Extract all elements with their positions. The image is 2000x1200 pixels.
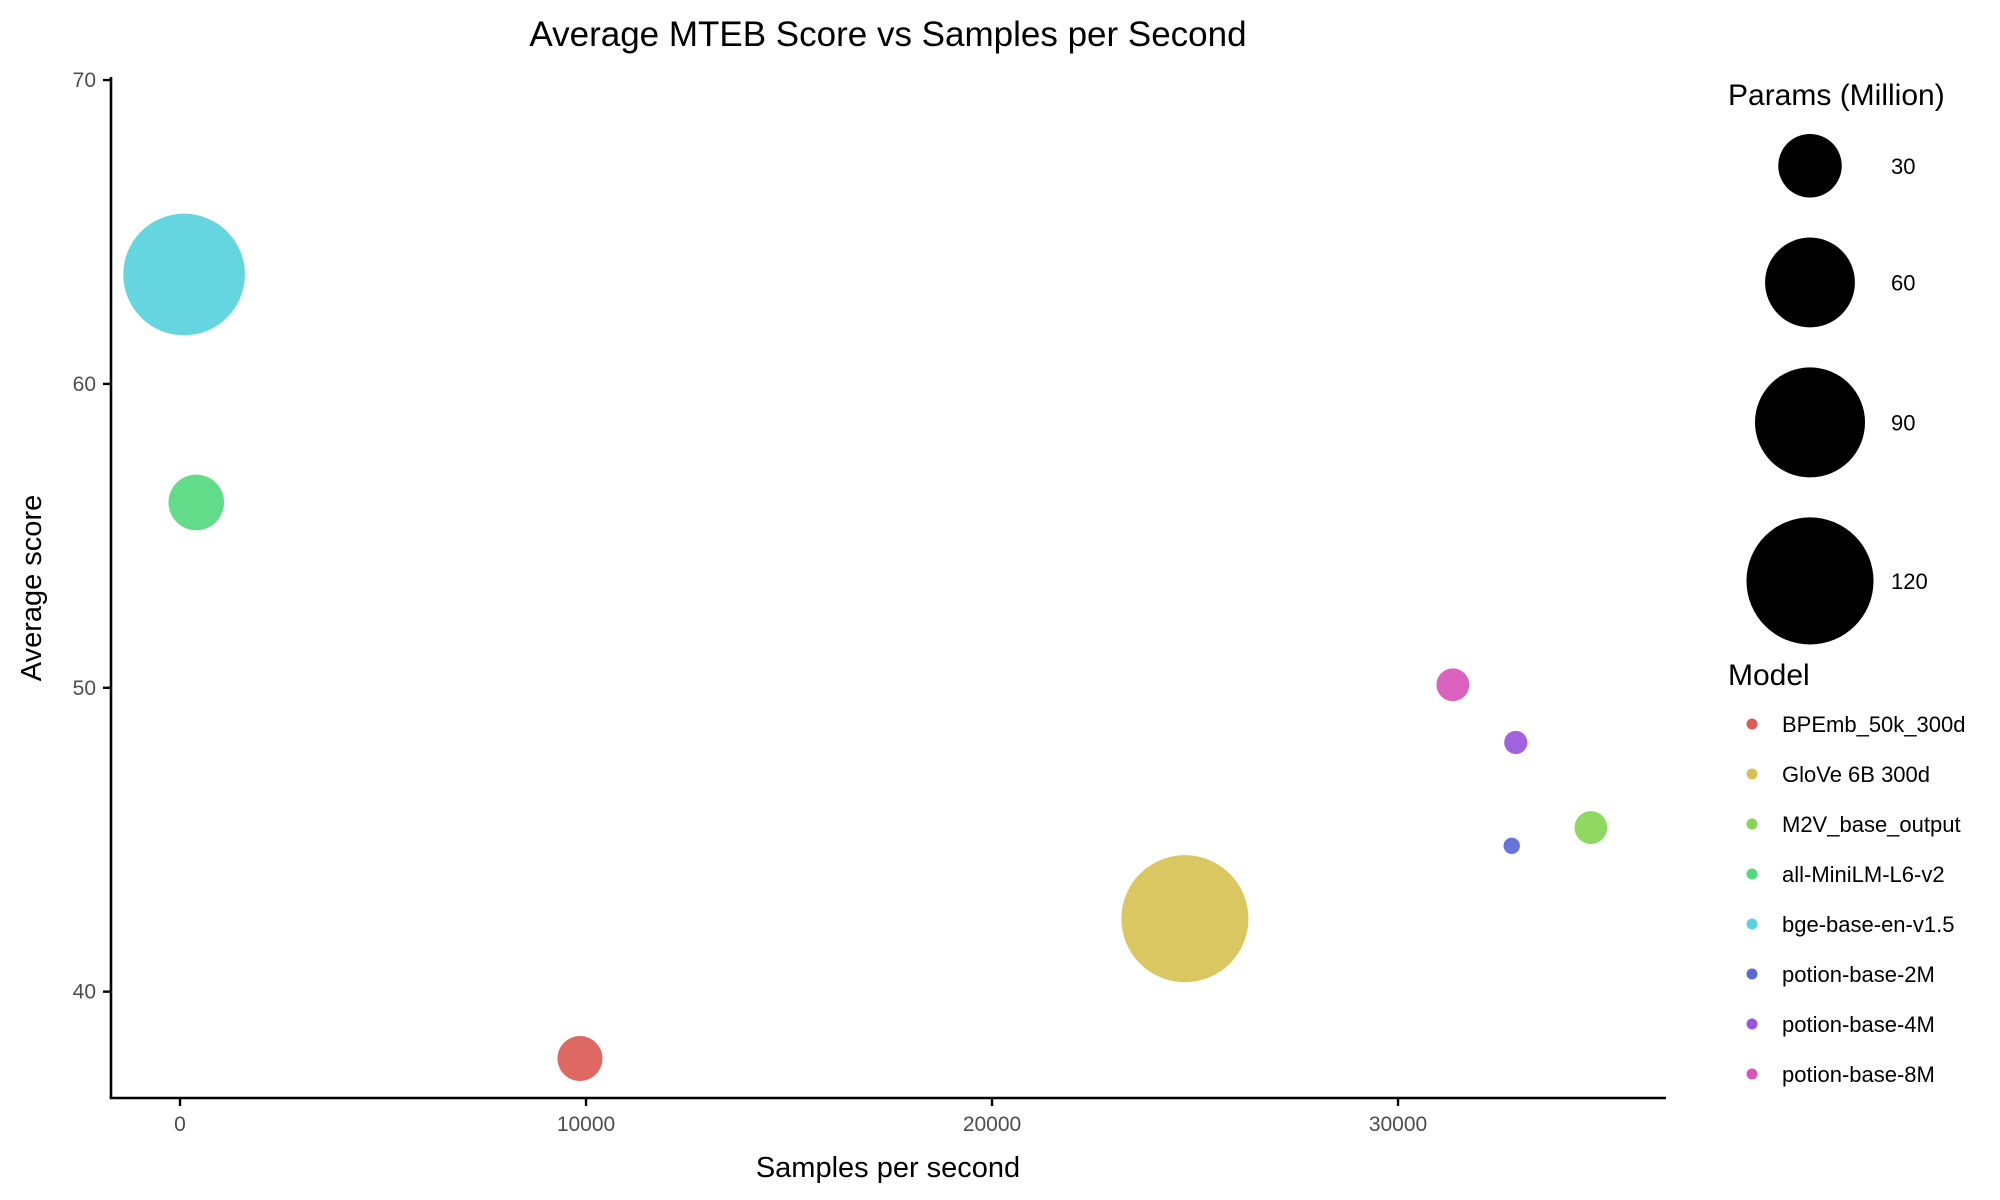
plot-area: 0 10000 20000 30000 40 50 60 70: [73, 69, 1666, 1136]
color-legend-label: BPEmb_50k_300d: [1782, 712, 1965, 737]
x-tick-label: 20000: [963, 1113, 1021, 1136]
y-tick-label: 60: [73, 373, 96, 396]
size-legend-label: 30: [1891, 154, 1915, 179]
y-axis-ticks: 40 50 60 70: [73, 69, 111, 1004]
color-legend-key: [1746, 1068, 1758, 1080]
x-tick-label: 10000: [557, 1113, 615, 1136]
x-axis-ticks: 0 10000 20000 30000: [174, 1098, 1427, 1136]
color-legend-label: all-MiniLM-L6-v2: [1782, 862, 1945, 887]
color-legend-key: [1746, 718, 1758, 730]
color-legend-key: [1746, 1018, 1758, 1030]
size-legend-label: 120: [1891, 569, 1928, 594]
size-legend-label: 90: [1891, 410, 1915, 435]
x-tick-label: 0: [174, 1113, 186, 1136]
size-legend-items: 30 60 90 120: [1746, 134, 1928, 645]
x-tick-label: 30000: [1369, 1113, 1427, 1136]
data-point-m2v-base-output[interactable]: [1574, 811, 1608, 844]
size-legend-key: [1754, 367, 1866, 478]
y-tick-label: 70: [73, 69, 96, 92]
size-legend-label: 60: [1891, 270, 1915, 295]
color-legend-label: bge-base-en-v1.5: [1782, 912, 1954, 937]
data-point-glove-6b-300d[interactable]: [1121, 855, 1249, 983]
data-point-bpemb-50k-300d[interactable]: [557, 1036, 603, 1081]
data-point-bge-base-en-v1-5[interactable]: [123, 213, 245, 336]
chart-title: Average MTEB Score vs Samples per Second: [529, 15, 1246, 54]
size-legend-key: [1765, 237, 1855, 328]
size-legend-title: Params (Million): [1728, 79, 1945, 112]
color-legend-items: BPEmb_50k_300d GloVe 6B 300d M2V_base_outp…: [1746, 712, 1965, 1087]
color-legend-label: GloVe 6B 300d: [1782, 762, 1930, 787]
size-legend: Params (Million) 30 60 90 120: [1728, 79, 1945, 645]
color-legend-label: potion-base-4M: [1782, 1012, 1935, 1037]
size-legend-key: [1778, 134, 1842, 198]
color-legend-key: [1746, 868, 1758, 880]
data-point-potion-base-4m[interactable]: [1504, 730, 1528, 755]
color-legend-label: potion-base-8M: [1782, 1062, 1935, 1087]
data-point-potion-base-8m[interactable]: [1436, 668, 1470, 702]
data-point-potion-base-2m[interactable]: [1503, 837, 1520, 854]
color-legend-key: [1746, 968, 1758, 980]
y-tick-label: 40: [73, 981, 96, 1004]
color-legend-title: Model: [1728, 659, 1810, 692]
color-legend-key: [1746, 818, 1758, 830]
color-legend-label: potion-base-2M: [1782, 962, 1935, 987]
color-legend: Model BPEmb_50k_300d GloVe 6B 300d M2V_bas…: [1728, 659, 1965, 1087]
size-legend-key: [1746, 517, 1874, 645]
color-legend-key: [1746, 768, 1758, 780]
data-point-all-minilm-l6-v2[interactable]: [168, 474, 225, 531]
y-axis-title: Average score: [16, 495, 48, 681]
color-legend-label: M2V_base_output: [1782, 812, 1961, 837]
bubble-layer: [123, 213, 1608, 1081]
y-tick-label: 50: [73, 677, 96, 700]
color-legend-key: [1746, 918, 1758, 930]
x-axis-title: Samples per second: [756, 1152, 1020, 1184]
